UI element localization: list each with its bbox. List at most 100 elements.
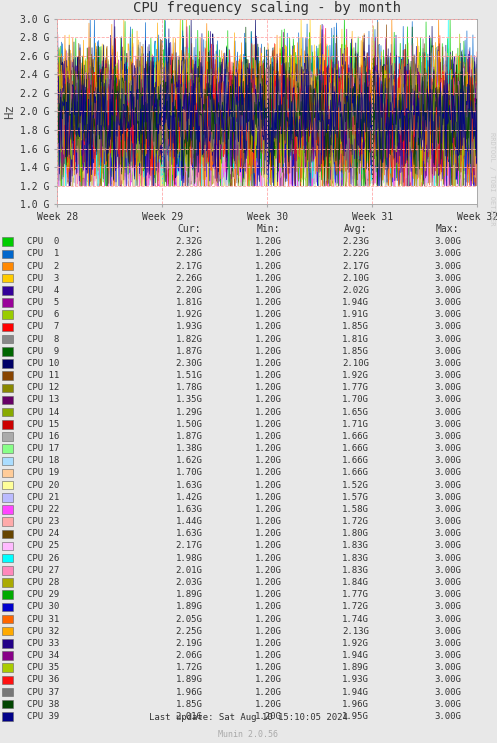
Text: 1.94G: 1.94G xyxy=(342,651,369,660)
Text: 3.00G: 3.00G xyxy=(434,542,461,551)
Y-axis label: Hz: Hz xyxy=(3,104,16,119)
Text: 1.92G: 1.92G xyxy=(175,311,202,319)
Text: 1.92G: 1.92G xyxy=(342,639,369,648)
Bar xyxy=(2,591,13,599)
Text: 3.00G: 3.00G xyxy=(434,603,461,611)
Text: CPU 30: CPU 30 xyxy=(27,603,60,611)
Text: CPU 29: CPU 29 xyxy=(27,590,60,599)
Text: 3.00G: 3.00G xyxy=(434,371,461,380)
Text: 1.63G: 1.63G xyxy=(175,505,202,514)
Text: 1.38G: 1.38G xyxy=(175,444,202,453)
Text: 1.20G: 1.20G xyxy=(255,286,282,295)
Text: CPU 31: CPU 31 xyxy=(27,614,60,623)
Text: 1.66G: 1.66G xyxy=(342,432,369,441)
Text: 1.58G: 1.58G xyxy=(342,505,369,514)
Bar xyxy=(2,274,13,282)
Text: 3.00G: 3.00G xyxy=(434,408,461,417)
Text: 2.02G: 2.02G xyxy=(342,286,369,295)
Text: 1.20G: 1.20G xyxy=(255,675,282,684)
Text: CPU  0: CPU 0 xyxy=(27,237,60,246)
Text: 2.01G: 2.01G xyxy=(175,566,202,575)
Bar xyxy=(2,663,13,672)
Text: 2.13G: 2.13G xyxy=(342,626,369,636)
Text: 1.20G: 1.20G xyxy=(255,712,282,721)
Text: 1.20G: 1.20G xyxy=(255,444,282,453)
Bar xyxy=(2,481,13,490)
Text: 1.98G: 1.98G xyxy=(175,554,202,562)
Text: 2.22G: 2.22G xyxy=(342,250,369,259)
Text: 1.20G: 1.20G xyxy=(255,481,282,490)
Text: 1.94G: 1.94G xyxy=(342,687,369,696)
Text: 3.00G: 3.00G xyxy=(434,347,461,356)
Bar xyxy=(2,517,13,526)
Text: CPU 37: CPU 37 xyxy=(27,687,60,696)
Text: CPU 11: CPU 11 xyxy=(27,371,60,380)
Text: Max:: Max: xyxy=(435,224,459,234)
Text: 1.85G: 1.85G xyxy=(342,322,369,331)
Bar xyxy=(2,347,13,355)
Text: 3.00G: 3.00G xyxy=(434,262,461,270)
Text: 1.20G: 1.20G xyxy=(255,603,282,611)
Text: 3.00G: 3.00G xyxy=(434,566,461,575)
Text: 1.77G: 1.77G xyxy=(342,590,369,599)
Text: 2.03G: 2.03G xyxy=(175,578,202,587)
Text: 1.93G: 1.93G xyxy=(342,675,369,684)
Text: CPU 19: CPU 19 xyxy=(27,468,60,478)
Text: 1.82G: 1.82G xyxy=(175,334,202,343)
Text: 1.63G: 1.63G xyxy=(175,481,202,490)
Text: 3.00G: 3.00G xyxy=(434,311,461,319)
Text: 1.62G: 1.62G xyxy=(175,456,202,465)
Text: 2.20G: 2.20G xyxy=(175,286,202,295)
Text: 1.72G: 1.72G xyxy=(175,663,202,672)
Text: 1.20G: 1.20G xyxy=(255,639,282,648)
Text: 1.74G: 1.74G xyxy=(342,614,369,623)
Text: 1.20G: 1.20G xyxy=(255,273,282,283)
Text: CPU 13: CPU 13 xyxy=(27,395,60,404)
Bar xyxy=(2,372,13,380)
Text: CPU 35: CPU 35 xyxy=(27,663,60,672)
Text: 1.20G: 1.20G xyxy=(255,542,282,551)
Text: 2.10G: 2.10G xyxy=(342,273,369,283)
Text: 1.95G: 1.95G xyxy=(342,712,369,721)
Text: 1.57G: 1.57G xyxy=(342,493,369,502)
Bar xyxy=(2,639,13,648)
Text: CPU 25: CPU 25 xyxy=(27,542,60,551)
Text: 3.00G: 3.00G xyxy=(434,481,461,490)
Bar xyxy=(2,420,13,429)
Bar xyxy=(2,652,13,660)
Text: 3.00G: 3.00G xyxy=(434,456,461,465)
Text: 2.23G: 2.23G xyxy=(342,237,369,246)
Text: 1.20G: 1.20G xyxy=(255,347,282,356)
Text: 1.20G: 1.20G xyxy=(255,626,282,636)
Text: CPU  5: CPU 5 xyxy=(27,298,60,307)
Text: 1.80G: 1.80G xyxy=(342,529,369,539)
Bar xyxy=(2,383,13,392)
Text: 3.00G: 3.00G xyxy=(434,395,461,404)
Text: 2.28G: 2.28G xyxy=(175,250,202,259)
Bar xyxy=(2,675,13,684)
Text: 1.89G: 1.89G xyxy=(175,675,202,684)
Bar xyxy=(2,286,13,295)
Text: 2.05G: 2.05G xyxy=(175,614,202,623)
Text: 3.00G: 3.00G xyxy=(434,334,461,343)
Text: 2.10G: 2.10G xyxy=(342,359,369,368)
Bar xyxy=(2,359,13,368)
Text: 1.83G: 1.83G xyxy=(342,566,369,575)
Text: 1.83G: 1.83G xyxy=(342,542,369,551)
Text: 1.65G: 1.65G xyxy=(342,408,369,417)
Text: 1.20G: 1.20G xyxy=(255,456,282,465)
Text: 2.06G: 2.06G xyxy=(175,651,202,660)
Text: 3.00G: 3.00G xyxy=(434,468,461,478)
Bar xyxy=(2,627,13,635)
Text: CPU 33: CPU 33 xyxy=(27,639,60,648)
Text: 3.00G: 3.00G xyxy=(434,250,461,259)
Text: 1.78G: 1.78G xyxy=(175,383,202,392)
Text: 3.00G: 3.00G xyxy=(434,432,461,441)
Bar xyxy=(2,396,13,404)
Text: 1.35G: 1.35G xyxy=(175,395,202,404)
Bar xyxy=(2,542,13,551)
Text: 1.44G: 1.44G xyxy=(175,517,202,526)
Text: 3.00G: 3.00G xyxy=(434,529,461,539)
Text: 1.96G: 1.96G xyxy=(342,700,369,709)
Text: CPU 17: CPU 17 xyxy=(27,444,60,453)
